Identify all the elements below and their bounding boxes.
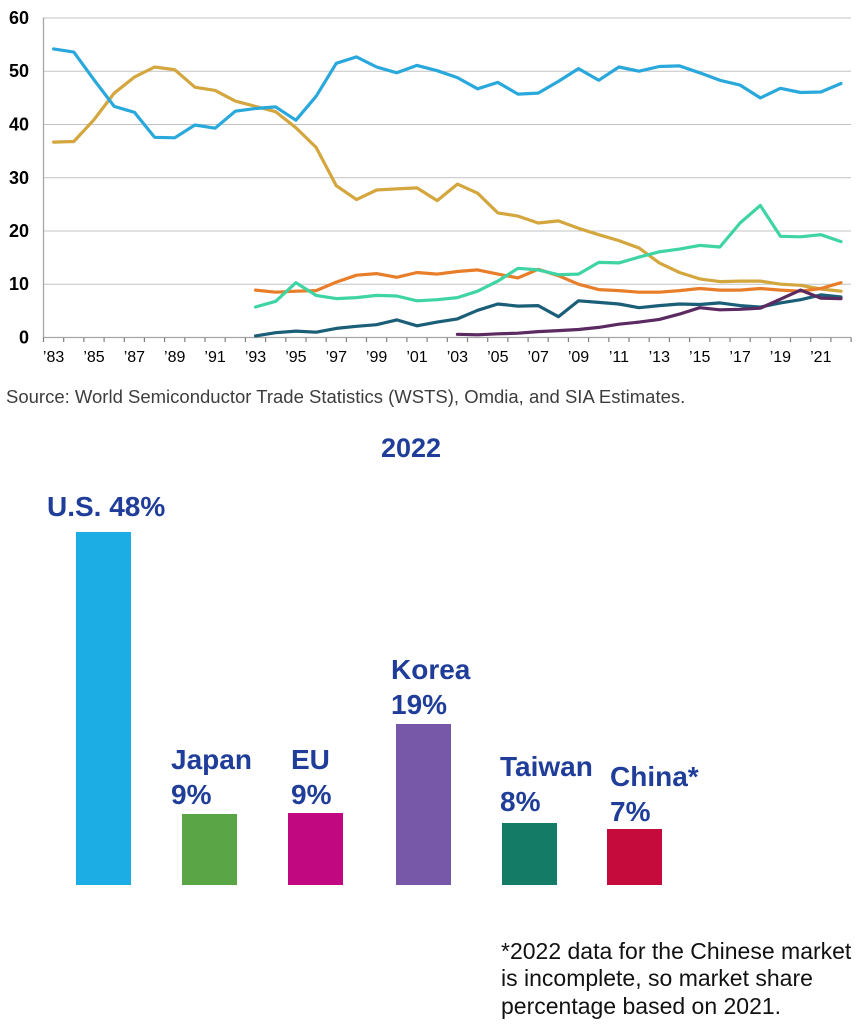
- svg-text:’89: ’89: [164, 349, 185, 366]
- svg-text:’17: ’17: [729, 349, 750, 366]
- svg-text:’93: ’93: [245, 349, 266, 366]
- svg-text:’83: ’83: [43, 349, 64, 366]
- svg-text:’95: ’95: [285, 349, 306, 366]
- svg-text:50: 50: [9, 61, 29, 81]
- svg-text:’97: ’97: [326, 349, 347, 366]
- svg-text:’09: ’09: [568, 349, 589, 366]
- svg-text:’91: ’91: [204, 349, 225, 366]
- svg-text:’21: ’21: [810, 349, 831, 366]
- svg-text:’15: ’15: [689, 349, 710, 366]
- svg-text:’19: ’19: [770, 349, 791, 366]
- svg-text:’05: ’05: [487, 349, 508, 366]
- svg-text:’13: ’13: [649, 349, 670, 366]
- svg-text:30: 30: [9, 168, 29, 188]
- svg-text:20: 20: [9, 221, 29, 241]
- svg-text:40: 40: [9, 115, 29, 135]
- svg-text:’01: ’01: [406, 349, 427, 366]
- svg-text:’87: ’87: [124, 349, 145, 366]
- svg-text:10: 10: [9, 274, 29, 294]
- svg-text:0: 0: [19, 328, 29, 348]
- svg-text:’03: ’03: [447, 349, 468, 366]
- svg-text:’11: ’11: [609, 349, 629, 366]
- svg-text:60: 60: [9, 8, 29, 28]
- svg-text:’07: ’07: [528, 349, 549, 366]
- svg-text:’99: ’99: [366, 349, 387, 366]
- svg-text:’85: ’85: [83, 349, 104, 366]
